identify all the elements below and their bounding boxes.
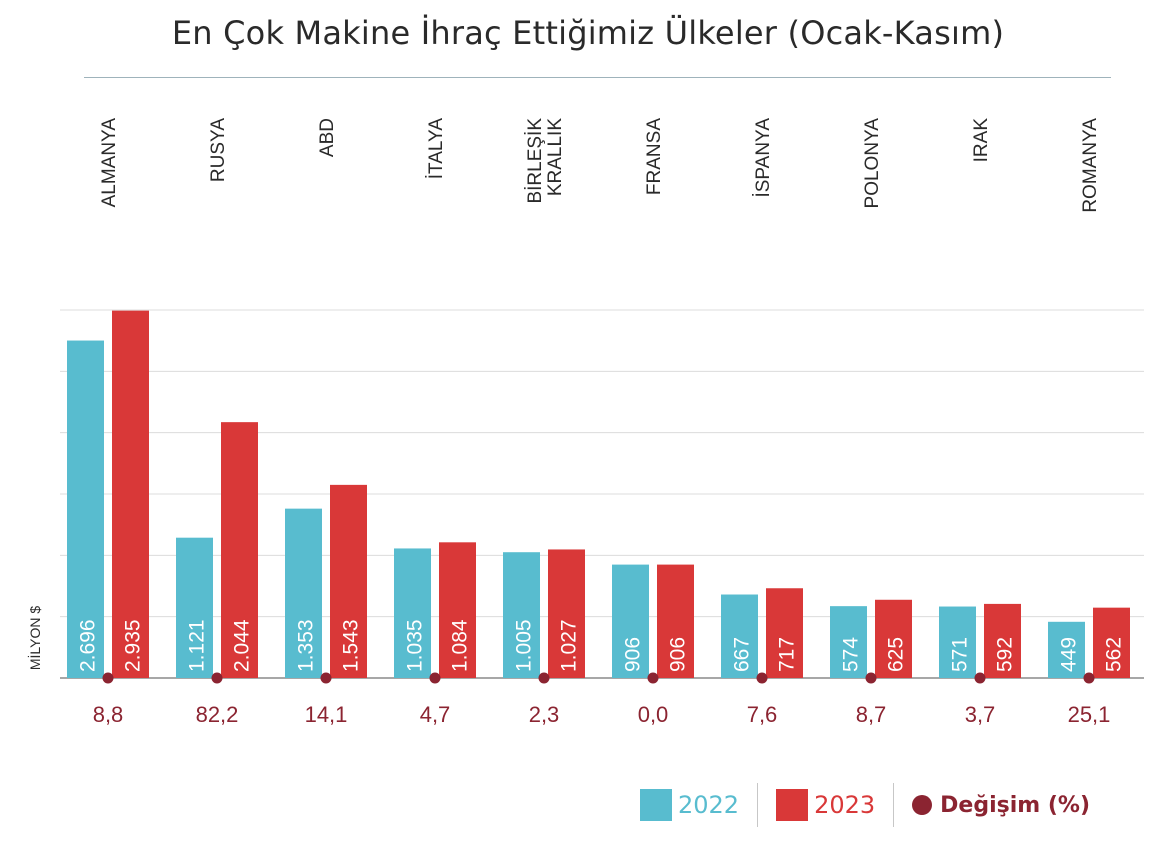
data-label-2023: 562 xyxy=(1103,637,1126,672)
change-label: 4,7 xyxy=(420,702,451,727)
data-label-2023: 906 xyxy=(667,637,690,672)
change-label: 3,7 xyxy=(965,702,996,727)
bar-2023 xyxy=(221,422,258,678)
bar-2022 xyxy=(939,606,976,678)
category-label: RUSYA xyxy=(208,118,229,182)
category-label: İTALYA xyxy=(426,118,447,180)
data-label-2023: 592 xyxy=(994,637,1017,672)
data-label-2022: 571 xyxy=(949,637,972,672)
data-label-2023: 2.044 xyxy=(231,619,254,672)
data-label-2022: 1.353 xyxy=(295,619,318,672)
data-label-2022: 1.121 xyxy=(186,619,209,672)
legend-label-2023: 2023 xyxy=(814,791,876,819)
change-dot xyxy=(320,672,332,684)
category-label: ABD xyxy=(317,118,338,157)
category-label: KRALLIK xyxy=(545,118,566,196)
bar-2022 xyxy=(394,548,431,678)
bar-2023 xyxy=(439,542,476,678)
data-label-2022: 449 xyxy=(1058,637,1081,672)
bar-2022 xyxy=(721,594,758,678)
data-label-2022: 574 xyxy=(840,637,863,672)
data-label-2022: 1.035 xyxy=(404,619,427,672)
change-label: 8,8 xyxy=(93,702,124,727)
legend-label-change: Değişim (%) xyxy=(940,792,1090,818)
change-label: 7,6 xyxy=(747,702,778,727)
category-label: İSPANYA xyxy=(753,118,774,198)
data-label-2023: 1.543 xyxy=(340,619,363,672)
title-divider xyxy=(84,77,1111,78)
change-label: 82,2 xyxy=(196,702,239,727)
data-label-2022: 2.696 xyxy=(77,619,100,672)
chart-title: En Çok Makine İhraç Ettiğimiz Ülkeler (O… xyxy=(171,14,1005,52)
bar-2023 xyxy=(548,549,585,678)
change-dot xyxy=(865,672,877,684)
bar-2023 xyxy=(112,310,149,678)
change-label: 14,1 xyxy=(305,702,348,727)
category-label: FRANSA xyxy=(644,118,665,195)
bar-2022 xyxy=(285,508,322,678)
legend: 2022 2023 Değişim (%) xyxy=(640,783,1090,827)
category-label: ROMANYA xyxy=(1080,118,1101,213)
bar-2022 xyxy=(1048,621,1085,678)
category-label: IRAK xyxy=(971,118,992,163)
change-dot xyxy=(429,672,441,684)
legend-swatch-2023 xyxy=(776,789,809,821)
bar-2022 xyxy=(176,537,213,678)
legend-dot-change xyxy=(912,795,933,815)
bar-2023 xyxy=(330,484,367,678)
category-label: BİRLEŞİK xyxy=(525,118,546,204)
legend-label-2022: 2022 xyxy=(678,791,740,819)
bar-2022 xyxy=(830,606,867,678)
bar-2023 xyxy=(657,564,694,678)
data-label-2022: 906 xyxy=(622,637,645,672)
change-dot xyxy=(538,672,550,684)
data-label-2023: 717 xyxy=(776,637,799,672)
y-axis-label: MİLYON $ xyxy=(26,606,43,671)
category-label: ALMANYA xyxy=(99,118,120,208)
change-label: 8,7 xyxy=(856,702,887,727)
data-label-2022: 667 xyxy=(731,637,754,672)
bar-2023 xyxy=(766,588,803,678)
change-dot xyxy=(102,672,114,684)
legend-item-change: Değişim (%) xyxy=(912,793,1090,818)
bar-2022 xyxy=(503,552,540,678)
change-dot xyxy=(647,672,659,684)
data-label-2023: 2.935 xyxy=(122,619,145,672)
change-label: 0,0 xyxy=(638,702,669,727)
data-label-2023: 625 xyxy=(885,637,908,672)
data-label-2022: 1.005 xyxy=(513,619,536,672)
change-label: 25,1 xyxy=(1068,702,1111,727)
change-dot xyxy=(756,672,768,684)
change-dot xyxy=(1083,672,1095,684)
legend-separator xyxy=(757,783,759,827)
change-dot xyxy=(211,672,223,684)
bar-2022 xyxy=(612,564,649,678)
legend-swatch-2022 xyxy=(640,789,672,821)
bar-2023 xyxy=(1093,607,1130,678)
data-label-2023: 1.027 xyxy=(558,619,581,672)
legend-item-2023: 2023 xyxy=(776,789,875,821)
bar-2023 xyxy=(875,599,912,678)
bar-2023 xyxy=(984,603,1021,678)
change-label: 2,3 xyxy=(529,702,560,727)
category-label: POLONYA xyxy=(862,118,883,209)
legend-item-2022: 2022 xyxy=(640,789,739,821)
legend-separator xyxy=(893,783,895,827)
change-dot xyxy=(974,672,986,684)
data-label-2023: 1.084 xyxy=(449,619,472,672)
bar-2022 xyxy=(67,340,104,678)
